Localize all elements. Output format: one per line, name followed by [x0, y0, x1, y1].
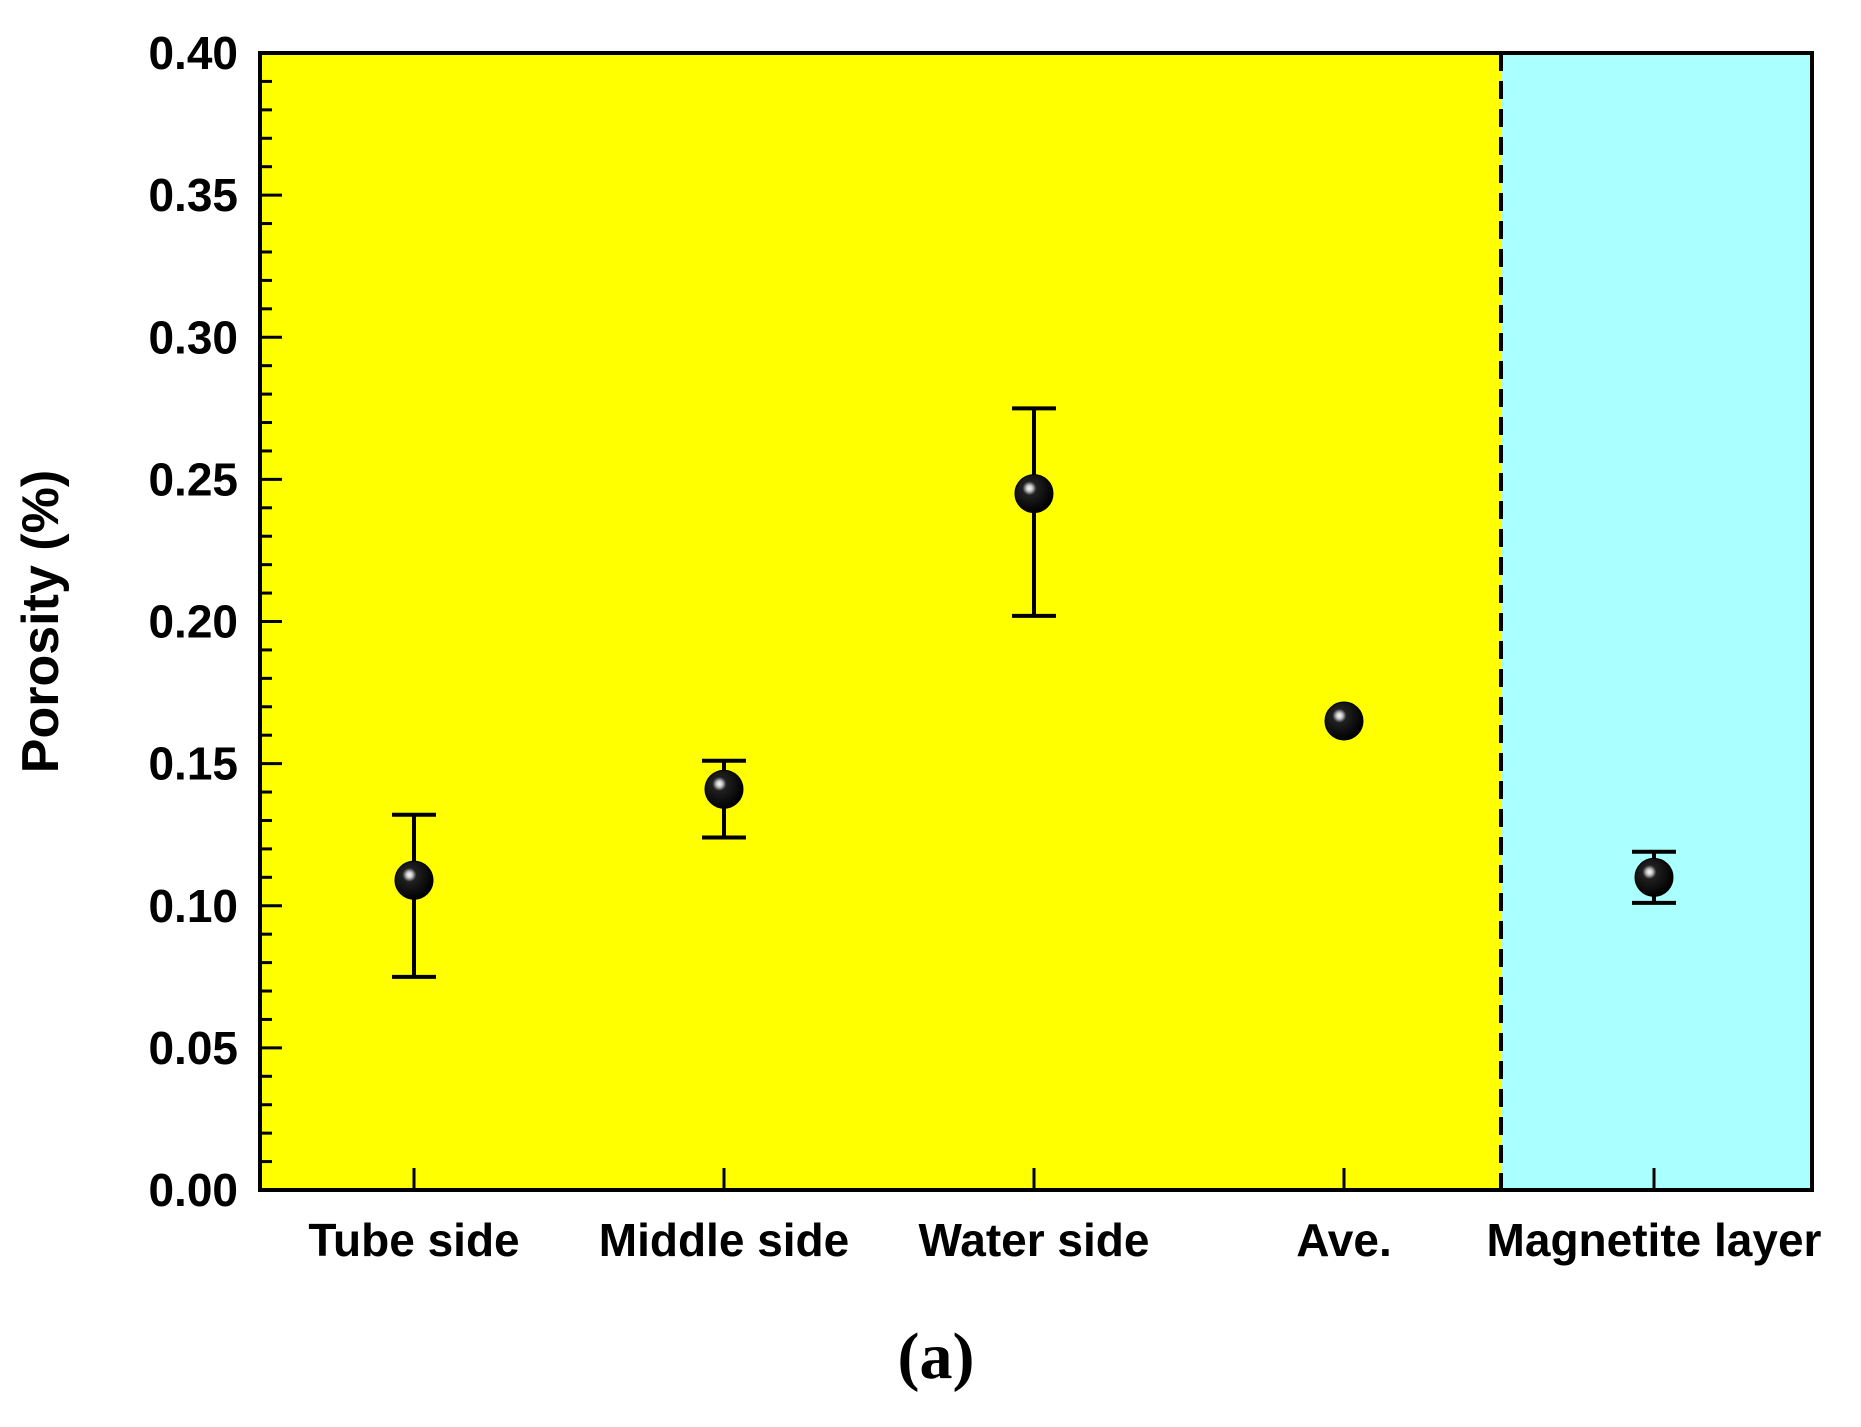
y-tick-label: 0.25	[148, 453, 238, 505]
data-point	[1324, 701, 1364, 741]
y-tick-label: 0.40	[148, 27, 238, 79]
x-category-labels: Tube side Middle side Water side Ave. Magnet…	[308, 1214, 1821, 1266]
y-tick-label: 0.05	[148, 1022, 238, 1074]
data-point	[394, 860, 434, 900]
x-category-label: Magnetite layer	[1487, 1214, 1822, 1266]
y-tick-label: 0.10	[148, 880, 238, 932]
plot-frame	[258, 51, 1814, 1192]
region-1	[1501, 53, 1812, 1190]
data-point	[704, 769, 744, 809]
region-0	[260, 53, 1501, 1190]
y-tick-label: 0.35	[148, 169, 238, 221]
y-tick-labels: 0.00 0.05 0.10 0.15 0.20 0.25 0.30 0.35 0.40	[148, 27, 238, 1216]
x-category-label: Ave.	[1296, 1214, 1391, 1266]
y-axis-title: Porosity (%)	[12, 470, 70, 773]
y-tick-label: 0.30	[148, 311, 238, 363]
y-tick-label: 0.20	[148, 596, 238, 648]
data-point	[1634, 857, 1674, 897]
x-category-label: Middle side	[599, 1214, 849, 1266]
background-regions	[260, 53, 1812, 1190]
panel-label: (a)	[898, 1320, 975, 1393]
data-points	[394, 474, 1674, 900]
y-tick-label: 0.00	[148, 1164, 238, 1216]
x-category-label: Tube side	[308, 1214, 519, 1266]
data-point	[1014, 474, 1054, 514]
y-tick-label: 0.15	[148, 738, 238, 790]
x-category-label: Water side	[919, 1214, 1150, 1266]
